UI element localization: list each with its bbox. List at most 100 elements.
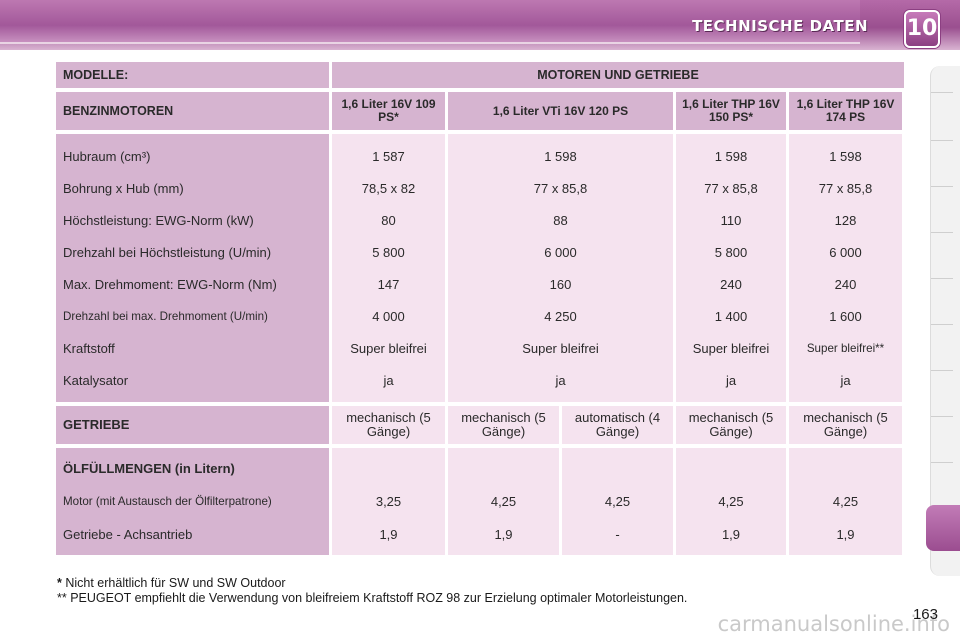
spec-value: ja (383, 372, 394, 388)
oil-value: 1,9 (721, 527, 741, 542)
spec-value: 240 (834, 276, 857, 292)
oil-value: 3,25 (375, 494, 402, 509)
spec-label: Drehzahl bei Höchstleistung (U/min) (63, 244, 272, 260)
spec-value: 4 250 (544, 308, 577, 324)
models-header: MOTOREN UND GETRIEBE (332, 62, 904, 88)
spec-label: Max. Drehmoment: EWG-Norm (Nm) (63, 276, 277, 292)
spec-value: 1 600 (829, 308, 862, 324)
oil-value: 4,25 (604, 494, 631, 509)
spec-column: 1 598 77 x 85,8 128 6 000 240 1 600 Supe… (789, 134, 902, 402)
spec-labels: Hubraum (cm³) Bohrung x Hub (mm) Höchstl… (56, 134, 329, 402)
spec-column: 1 598 77 x 85,8 88 6 000 160 4 250 Super… (448, 134, 673, 402)
page-header: TECHNISCHE DATEN 10 (0, 0, 960, 50)
spec-value: ja (725, 372, 737, 388)
engine-header: 1,6 Liter THP 16V 174 PS (789, 92, 902, 130)
oil-block: ÖLFÜLLMENGEN (in Litern) Motor (mit Aust… (56, 448, 904, 555)
oil-column: 4,25 1,9 (676, 448, 786, 555)
tab-divider (931, 140, 953, 141)
spec-block: Hubraum (cm³) Bohrung x Hub (mm) Höchstl… (56, 134, 904, 402)
spec-value: 4 000 (372, 308, 405, 324)
oil-label: ÖLFÜLLMENGEN (in Litern) (63, 461, 235, 476)
spec-value: 80 (381, 212, 396, 228)
spec-value: 1 587 (372, 148, 405, 164)
spec-label: Drehzahl bei max. Drehmoment (U/min) (63, 309, 268, 323)
chapter-tab-strip (930, 66, 960, 576)
tab-divider (931, 370, 953, 371)
spec-value: 1 598 (829, 148, 862, 164)
spec-label: Kraftstoff (63, 340, 115, 356)
spec-value: ja (555, 372, 566, 388)
spec-value: 110 (720, 212, 742, 228)
footnote-star: * (57, 576, 62, 590)
tab-divider (931, 324, 953, 325)
spec-column: 1 587 78,5 x 82 80 5 800 147 4 000 Super… (332, 134, 445, 402)
spec-table: MODELLE: MOTOREN UND GETRIEBE BENZINMOTO… (56, 62, 904, 559)
tab-divider (931, 462, 953, 463)
tab-divider (931, 416, 953, 417)
spec-value: 160 (549, 276, 572, 292)
chapter-tab-active[interactable] (926, 505, 960, 551)
spec-value: 6 000 (544, 244, 577, 260)
spec-value: 128 (834, 212, 857, 228)
spec-column: 1 598 77 x 85,8 110 5 800 240 1 400 Supe… (676, 134, 786, 402)
gearbox-value: automatisch (4 Gänge) (562, 406, 673, 444)
gearbox-value: mechanisch (5 Gänge) (448, 406, 559, 444)
spec-label: Katalysator (63, 372, 129, 388)
gearbox-label: GETRIEBE (56, 406, 329, 444)
spec-label: Bohrung x Hub (mm) (63, 180, 184, 196)
oil-column: 4,25 1,9 (789, 448, 902, 555)
spec-value: 77 x 85,8 (818, 180, 873, 196)
oil-column: 4,25 1,9 (448, 448, 559, 555)
tab-divider (931, 232, 953, 233)
oil-value: - (615, 527, 620, 542)
oil-value: 4,25 (490, 494, 517, 509)
tab-divider (931, 92, 953, 93)
spec-value: 1 598 (544, 148, 577, 164)
oil-value: 1,9 (836, 527, 855, 542)
spec-value: Super bleifrei (692, 340, 770, 356)
engines-row: BENZINMOTOREN 1,6 Liter 16V 109 PS* 1,6 … (56, 92, 904, 130)
spec-value: 78,5 x 82 (361, 180, 416, 196)
footnote-1-text: Nicht erhältlich für SW und SW Outdoor (65, 576, 286, 590)
watermark: carmanualsonline.info (717, 612, 950, 636)
spec-value: 147 (377, 276, 400, 292)
oil-labels: ÖLFÜLLMENGEN (in Litern) Motor (mit Aust… (56, 448, 329, 555)
spec-value: Super bleifrei** (806, 341, 885, 355)
spec-label: Höchstleistung: EWG-Norm (kW) (63, 212, 254, 228)
oil-column: 3,25 1,9 (332, 448, 445, 555)
models-row: MODELLE: MOTOREN UND GETRIEBE (56, 62, 904, 88)
oil-value: 4,25 (832, 494, 859, 509)
spec-value: 1 598 (714, 148, 748, 164)
footnote-2: ** PEUGEOT empfiehlt die Verwendung von … (57, 591, 688, 605)
gearbox-value: mechanisch (5 Gänge) (676, 406, 786, 444)
spec-value: 240 (720, 276, 742, 292)
gearbox-value: mechanisch (5 Gänge) (332, 406, 445, 444)
spec-value: ja (840, 372, 851, 388)
footnote-1: * Nicht erhältlich für SW und SW Outdoor (57, 576, 687, 591)
page-title: TECHNISCHE DATEN (692, 17, 868, 35)
spec-value: 88 (553, 212, 568, 228)
spec-value: 77 x 85,8 (533, 180, 588, 196)
engine-header: 1,6 Liter 16V 109 PS* (332, 92, 445, 130)
spec-label: Hubraum (cm³) (63, 148, 151, 164)
tab-divider (931, 186, 953, 187)
spec-value: Super bleifrei (350, 340, 427, 356)
spec-value: 5 800 (714, 244, 748, 260)
oil-value: 4,25 (718, 494, 744, 509)
header-band (0, 0, 860, 44)
spec-value: 5 800 (372, 244, 405, 260)
gearbox-row: GETRIEBE mechanisch (5 Gänge) mechanisch… (56, 406, 904, 444)
footnotes: * Nicht erhältlich für SW und SW Outdoor… (57, 576, 687, 606)
page-number: 163 (912, 606, 938, 623)
oil-value: 1,9 (379, 527, 398, 542)
engine-header: 1,6 Liter THP 16V 150 PS* (676, 92, 786, 130)
oil-row-label: Getriebe - Achsantrieb (63, 527, 193, 542)
oil-row-label: Motor (mit Austausch der Ölfilterpatrone… (63, 495, 272, 508)
gearbox-value: mechanisch (5 Gänge) (789, 406, 902, 444)
spec-value: 77 x 85,8 (704, 180, 758, 196)
engine-header: 1,6 Liter VTi 16V 120 PS (448, 92, 673, 130)
oil-value: 1,9 (494, 527, 513, 542)
spec-value: 1 400 (714, 308, 748, 324)
engines-label: BENZINMOTOREN (56, 92, 329, 130)
oil-column: 4,25 - (562, 448, 673, 555)
